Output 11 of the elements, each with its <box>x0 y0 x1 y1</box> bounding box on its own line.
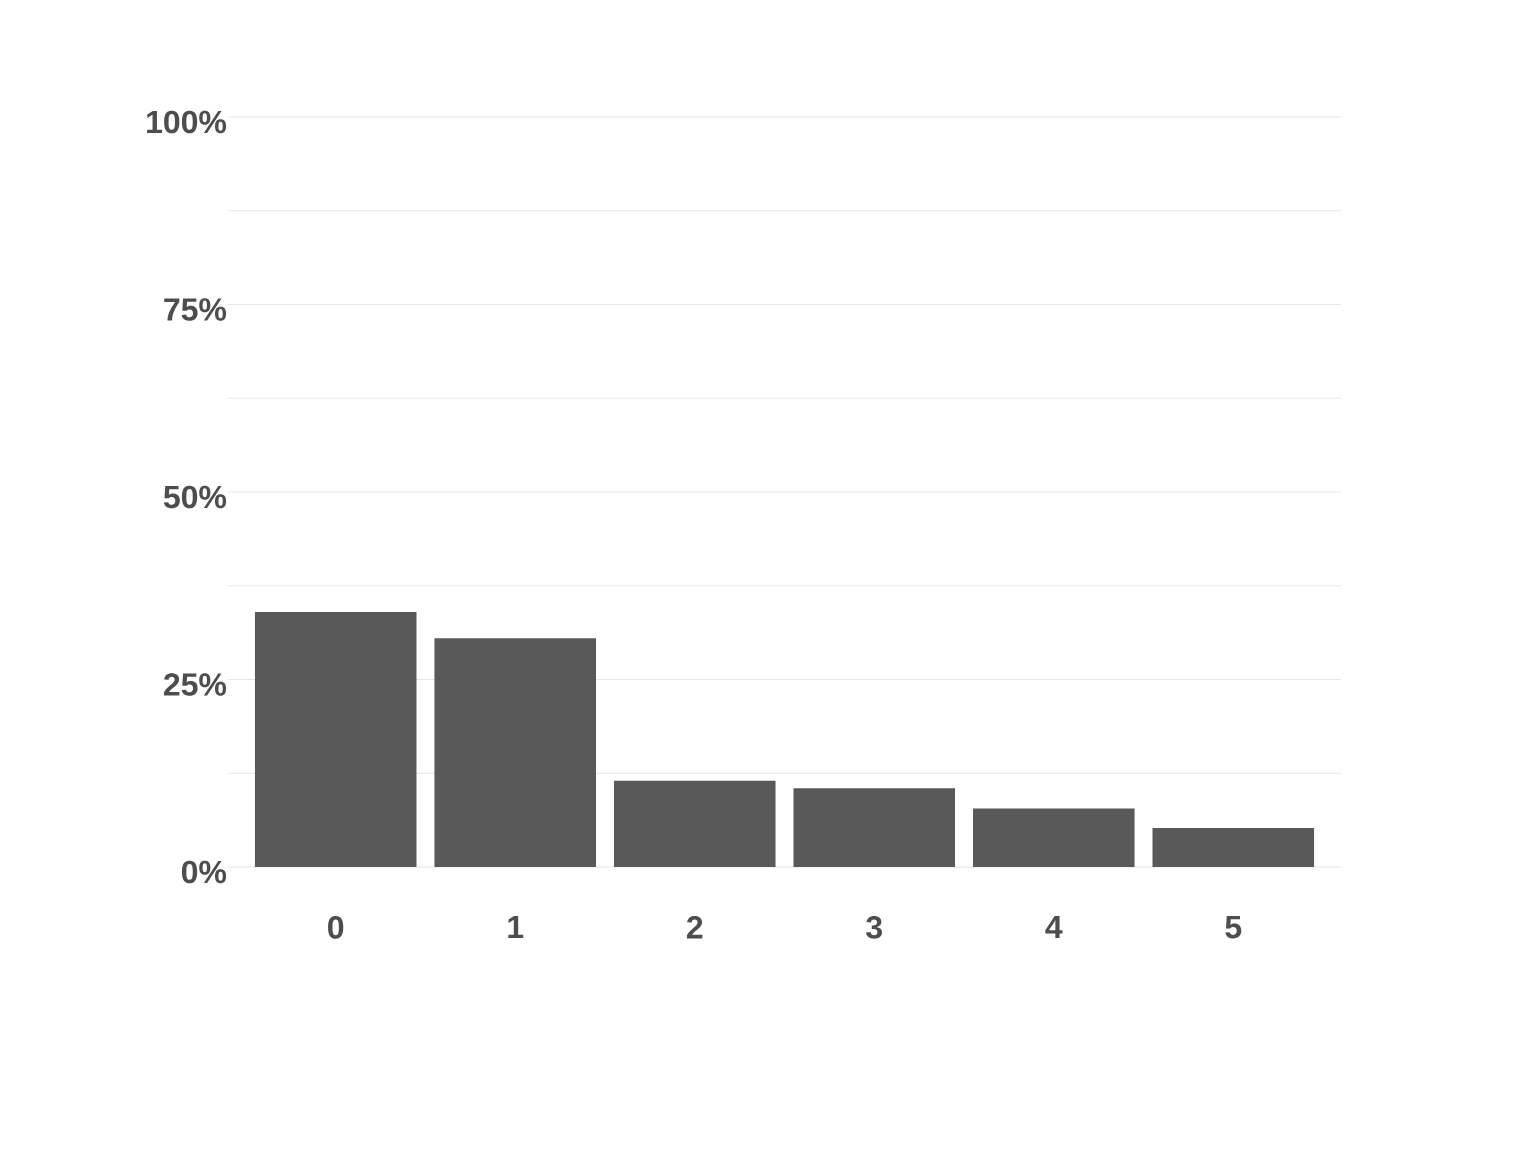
x-tick-label: 0 <box>328 916 344 939</box>
x-tick-label: 2 <box>686 916 703 939</box>
y-tick-label: 100% <box>147 110 227 134</box>
y-tick-label: 50% <box>163 485 227 509</box>
x-tick-label: 5 <box>1225 916 1242 939</box>
x-tick-label: 4 <box>1045 916 1063 939</box>
y-tick-label: 25% <box>163 673 227 696</box>
x-tick-label: 3 <box>866 916 882 939</box>
y-tick-label: 0% <box>181 860 227 884</box>
x-tick-label: 1 <box>508 916 524 939</box>
y-tick-label: 75% <box>164 298 227 321</box>
